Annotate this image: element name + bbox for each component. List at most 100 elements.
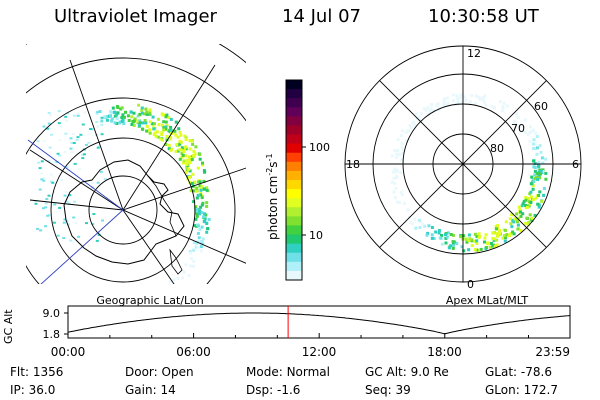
apex-aurora-pixel	[462, 249, 466, 253]
apex-aurora-pixel	[477, 249, 481, 253]
geo-aurora-pixel	[132, 124, 136, 127]
apex-aurora-pixel	[395, 200, 399, 204]
geo-aurora-pixel	[100, 119, 104, 123]
apex-aurora-pixel	[539, 169, 543, 173]
geo-aurora-pixel	[121, 113, 125, 117]
apex-aurora-pixel	[446, 102, 450, 106]
apex-aurora-pixel	[504, 236, 507, 240]
geo-aurora-pixel	[89, 115, 93, 118]
geo-aurora-pixel	[69, 137, 73, 140]
geo-aurora-pixel	[50, 173, 53, 176]
geo-aurora-pixel	[136, 114, 140, 118]
apex-aurora-pixel	[524, 221, 528, 225]
apex-aurora-pixel	[442, 104, 446, 108]
geo-aurora-pixel	[36, 227, 40, 230]
apex-aurora-pixel	[501, 105, 505, 109]
geo-aurora-pixel	[48, 146, 52, 149]
apex-aurora-pixel	[465, 240, 469, 244]
geo-aurora-pixel	[58, 154, 62, 157]
geo-aurora-pixel	[115, 117, 119, 121]
geo-aurora-pixel	[195, 241, 199, 245]
apex-aurora-pixel	[464, 237, 468, 241]
apex-aurora-pixel	[544, 157, 548, 161]
apex-aurora-pixel	[498, 232, 501, 236]
apex-aurora-pixel	[426, 106, 430, 110]
geo-aurora-pixel	[66, 223, 70, 226]
apex-aurora-pixel	[409, 220, 413, 224]
apex-aurora-pixel	[521, 202, 525, 206]
apex-aurora-pixel	[415, 112, 419, 116]
apex-aurora-pixel	[541, 161, 545, 165]
apex-aurora-pixel	[392, 190, 396, 194]
apex-aurora-pixel	[521, 212, 525, 216]
geo-aurora-pixel	[63, 218, 67, 221]
info-ip: IP: 36.0	[10, 383, 56, 397]
apex-aurora-pixel	[394, 186, 398, 190]
geo-aurora-pixel	[178, 142, 182, 146]
apex-aurora-pixel	[393, 167, 397, 171]
apex-aurora-pixel	[524, 196, 528, 199]
geo-aurora-pixel	[203, 217, 207, 221]
geo-aurora-pixel	[167, 147, 171, 151]
colorbar-cell	[286, 170, 302, 181]
geo-aurora-pixel	[95, 239, 99, 242]
geo-aurora-pixel	[188, 250, 192, 253]
geo-aurora-pixel	[196, 194, 200, 197]
colorbar-cell	[286, 80, 302, 90]
geo-aurora-pixel	[76, 114, 80, 117]
colorbar-units-label: photon cm-2s-1	[265, 153, 280, 240]
apex-aurora-pixel	[444, 241, 448, 245]
apex-aurora-pixel	[532, 138, 536, 142]
apex-aurora-pixel	[492, 237, 496, 241]
apex-aurora-pixel	[515, 220, 519, 224]
apex-aurora-pixel	[516, 115, 520, 119]
apex-aurora-pixel	[404, 139, 408, 143]
geo-aurora-pixel	[39, 229, 43, 232]
geo-aurora-pixel	[83, 153, 86, 156]
geo-aurora-pixel	[91, 223, 95, 225]
apex-aurora-pixel	[495, 232, 499, 236]
apex-aurora-pixel	[429, 107, 432, 111]
apex-aurora-pixel	[475, 242, 479, 245]
geo-aurora-pixel	[199, 188, 203, 192]
geo-aurora-pixel	[191, 172, 195, 176]
mlat-label-70: 70	[511, 122, 525, 135]
geo-aurora-pixel	[198, 157, 202, 161]
apex-aurora-pixel	[488, 245, 492, 249]
geo-aurora-pixel	[76, 136, 80, 139]
colorbar-cell	[286, 189, 302, 199]
apex-aurora-pixel	[512, 220, 516, 224]
geo-aurora-pixel	[189, 189, 193, 193]
apex-aurora-pixel	[400, 142, 404, 146]
info-seq: Seq: 39	[365, 383, 411, 397]
apex-aurora-pixel	[531, 147, 535, 150]
geo-aurora-pixel	[145, 110, 149, 114]
apex-aurora-pixel	[528, 140, 532, 144]
apex-aurora-pixel	[532, 159, 535, 163]
apex-aurora-pixel	[459, 96, 462, 100]
geo-aurora-pixel	[40, 160, 44, 163]
geo-aurora-pixel	[113, 110, 116, 114]
apex-aurora-pixel	[445, 235, 449, 239]
orbit-xtick-marks	[67, 333, 571, 338]
geo-aurora-pixel	[56, 234, 60, 237]
apex-aurora-pixel	[533, 177, 537, 181]
geo-aurora-pixel	[140, 111, 144, 115]
apex-aurora-pixel	[516, 227, 520, 231]
geo-aurora-pixel	[200, 196, 204, 200]
geo-aurora-pixel	[189, 264, 193, 268]
apex-aurora-pixel	[442, 102, 446, 106]
apex-aurora-pixel	[511, 230, 515, 234]
apex-aurora-pixel	[408, 124, 412, 127]
apex-aurora-pixel	[533, 131, 537, 135]
geo-aurora-pixel	[101, 219, 104, 222]
geo-aurora-pixel	[196, 245, 200, 249]
apex-aurora-pixel	[437, 231, 441, 235]
apex-aurora-pixel	[410, 126, 413, 130]
geo-aurora-pixel	[42, 125, 46, 128]
colorbar-cell	[286, 198, 302, 208]
apex-aurora-pixel	[445, 96, 449, 100]
geo-aurora-pixel	[197, 209, 201, 213]
geo-aurora-pixel	[194, 189, 198, 193]
geo-aurora-pixel	[122, 122, 126, 126]
